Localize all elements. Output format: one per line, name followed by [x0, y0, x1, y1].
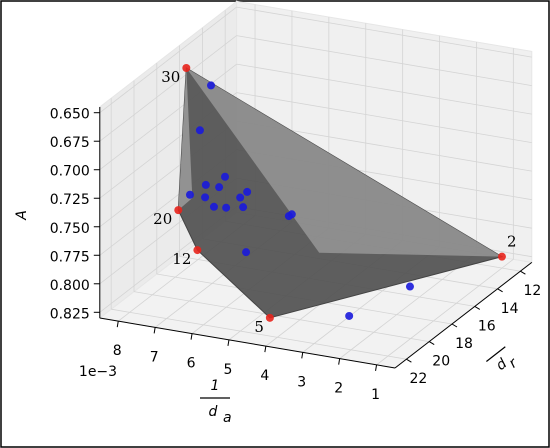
- grid-line: [99, 6, 237, 114]
- point: [174, 206, 183, 215]
- z-tick-label: 0.650: [50, 107, 90, 123]
- point-annotation: 20: [153, 210, 172, 228]
- tick-mark: [153, 327, 156, 334]
- tick-mark: [406, 358, 412, 363]
- x-tick-label: 1: [371, 387, 380, 403]
- point: [221, 172, 230, 181]
- grid-line: [99, 63, 237, 171]
- y-tick-label: 16: [478, 318, 496, 334]
- z-axis-label: A: [14, 210, 30, 221]
- point: [222, 203, 231, 212]
- point: [207, 81, 216, 90]
- points: 30 20 12 5 2: [153, 64, 516, 336]
- point: [195, 126, 204, 135]
- surface: [177, 67, 504, 319]
- x-axis-label-numerator: 1: [211, 378, 220, 394]
- point-annotation: 2: [507, 233, 517, 251]
- tick-mark: [227, 339, 230, 346]
- x-tick-label: 3: [297, 374, 306, 390]
- grid-line: [236, 6, 532, 58]
- point-annotation: 5: [254, 318, 264, 336]
- z-tick-label: 0.675: [50, 135, 90, 151]
- z-tick-label: 0.825: [50, 306, 90, 322]
- x-axis-line: [99, 317, 396, 369]
- x-tick-label: 8: [113, 343, 122, 359]
- y-tick-label: 22: [409, 371, 427, 387]
- z-tick-label: 0.725: [50, 192, 90, 208]
- point-annotation: 30: [161, 68, 180, 86]
- y-tick-label: 14: [501, 301, 519, 317]
- y-tick-label: 12: [523, 283, 541, 299]
- point-annotation: 12: [172, 250, 191, 268]
- point: [185, 190, 194, 199]
- tick-mark: [428, 341, 435, 346]
- point: [265, 313, 274, 322]
- grid-line: [133, 291, 430, 342]
- y-tick-label: 20: [432, 354, 450, 370]
- grid-line: [236, 92, 532, 144]
- y-axis-line: [394, 262, 533, 369]
- z-tick-label: 0.800: [50, 278, 90, 294]
- z-tick-label: 0.750: [50, 221, 90, 237]
- z-tick-label: 0.700: [50, 164, 90, 180]
- point: [236, 193, 245, 202]
- point: [405, 282, 414, 291]
- grid-line: [236, 35, 532, 87]
- x-offset-label: 1e−3: [79, 364, 117, 380]
- x-tick-label: 2: [334, 381, 343, 397]
- grid-line: [376, 258, 514, 366]
- label-bar: [486, 346, 506, 362]
- point: [209, 202, 218, 211]
- tick-mark: [497, 288, 503, 293]
- x-tick-label: 6: [187, 356, 196, 372]
- grid-line: [339, 252, 477, 359]
- tick-mark: [264, 346, 267, 353]
- tick-mark: [474, 305, 481, 310]
- point: [243, 187, 252, 196]
- tick-mark: [338, 358, 341, 365]
- z-tick-label: 0.775: [50, 249, 90, 265]
- surface-face-light: [178, 68, 193, 211]
- tick-mark: [190, 333, 193, 340]
- grid-line: [111, 308, 407, 360]
- x-axis-label-denominator: d: [209, 404, 218, 420]
- point: [242, 248, 251, 257]
- point: [239, 203, 248, 212]
- point: [287, 210, 296, 219]
- tick-mark: [520, 270, 526, 275]
- grid-line: [236, 63, 532, 115]
- tick-mark: [375, 364, 378, 371]
- surface-face-light: [186, 68, 502, 257]
- y-tick-label: 18: [455, 336, 473, 352]
- point: [497, 252, 506, 261]
- point: [201, 180, 210, 189]
- grid-line: [99, 35, 237, 142]
- x-tick-label: 5: [223, 362, 232, 378]
- x-axis-label-subscript: a: [223, 410, 232, 426]
- tick-mark: [301, 352, 304, 359]
- point: [193, 246, 202, 255]
- x-tick-label: 7: [150, 349, 159, 365]
- tick-mark: [451, 323, 458, 328]
- x-tick-label: 4: [260, 368, 269, 384]
- axes: 123456781214161820220.6500.6750.7000.725…: [50, 107, 542, 403]
- tick-mark: [116, 321, 119, 328]
- point: [182, 64, 191, 72]
- point: [201, 193, 210, 202]
- point: [215, 183, 224, 192]
- point: [345, 311, 354, 320]
